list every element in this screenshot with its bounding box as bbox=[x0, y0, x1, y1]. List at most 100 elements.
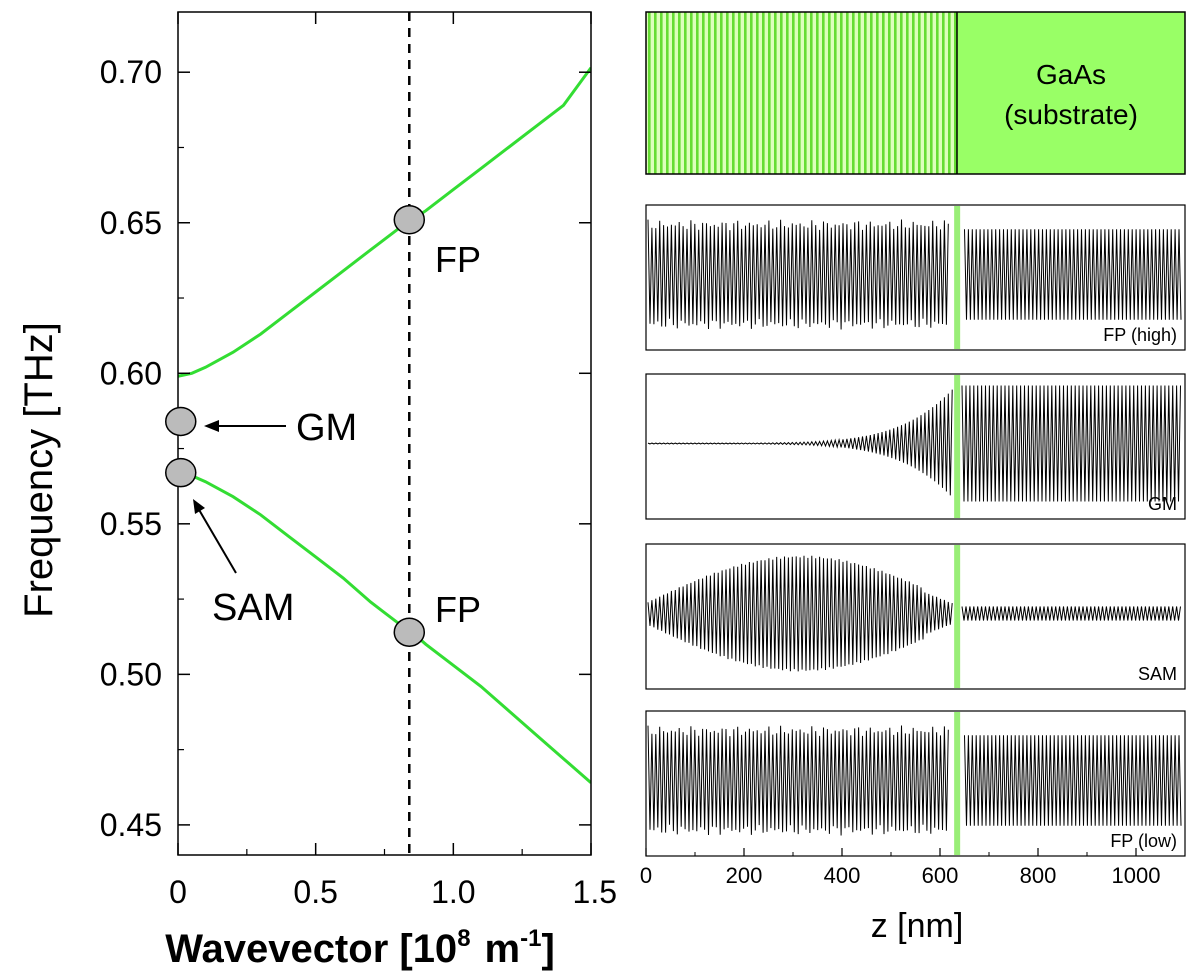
superlattice-layer bbox=[762, 12, 765, 174]
superlattice-layer bbox=[924, 12, 927, 174]
superlattice-layer bbox=[750, 12, 753, 174]
substrate-region bbox=[957, 12, 1185, 174]
structure-frame bbox=[645, 11, 1186, 175]
superlattice-layer bbox=[870, 12, 873, 174]
interface-marker bbox=[954, 206, 961, 349]
superlattice-layer bbox=[882, 12, 885, 174]
z-axis-label: z [nm] bbox=[871, 907, 964, 945]
mode-profile-substrate bbox=[961, 606, 1181, 621]
superlattice-layer bbox=[792, 12, 795, 174]
mode-profile-substrate bbox=[964, 229, 1182, 320]
superlattice-layer bbox=[858, 12, 861, 174]
gm-arrow-head bbox=[204, 420, 219, 432]
mode-marker-fp_high bbox=[393, 204, 426, 235]
superlattice-layer bbox=[720, 12, 723, 174]
superlattice-layer bbox=[846, 12, 849, 174]
y-tick-label: 0.60 bbox=[100, 355, 162, 391]
superlattice-layer bbox=[672, 12, 675, 174]
superlattice-layer bbox=[834, 12, 837, 174]
superlattice-layer bbox=[864, 12, 867, 174]
superlattice-layer bbox=[936, 12, 939, 174]
substrate-label-line2: (substrate) bbox=[1004, 99, 1138, 130]
superlattice-layer bbox=[840, 12, 843, 174]
mode-profile-superlattice bbox=[647, 389, 953, 496]
superlattice-layer bbox=[786, 12, 789, 174]
superlattice-layer bbox=[768, 12, 771, 174]
substrate-label-line1: GaAs bbox=[1036, 59, 1106, 90]
superlattice-layer bbox=[732, 12, 735, 174]
superlattice-layer bbox=[894, 12, 897, 174]
x-tick-label: 1.5 bbox=[573, 874, 617, 910]
mode-panel-label: FP (high) bbox=[1103, 325, 1177, 345]
z-tick-label: 200 bbox=[726, 863, 763, 888]
mode-profile-superlattice bbox=[647, 555, 953, 672]
superlattice-layer bbox=[888, 12, 891, 174]
dispersion-ticks: 0.45 0.50 0.55 0.60 0.65 0.70 0 0.5 1.0 1.5 bbox=[100, 12, 617, 910]
superlattice-layer bbox=[702, 12, 705, 174]
mode-panel-frame bbox=[645, 543, 1186, 690]
interface-marker bbox=[954, 712, 961, 855]
superlattice-layer bbox=[906, 12, 909, 174]
y-tick-label: 0.65 bbox=[100, 205, 162, 241]
superlattice-layer bbox=[948, 12, 951, 174]
dispersion-x-axis-label: Wavevector [108 m-1] bbox=[165, 925, 555, 971]
dispersion-y-axis-label: Frequency [THz] bbox=[17, 322, 61, 618]
superlattice-layer bbox=[912, 12, 915, 174]
interface-marker bbox=[954, 545, 961, 688]
x-tick-label: 1.0 bbox=[431, 874, 475, 910]
mode-profile-substrate bbox=[961, 385, 1181, 502]
mode-panel-label: GM bbox=[1148, 494, 1177, 514]
dispersion-curve-lower bbox=[178, 471, 591, 784]
dispersion-curve-upper bbox=[178, 66, 591, 378]
sam-arrow bbox=[197, 507, 237, 574]
mode-marker-sam bbox=[165, 457, 197, 488]
superlattice-layer bbox=[804, 12, 807, 174]
annotation-arrows bbox=[193, 420, 286, 574]
superlattice-layer bbox=[822, 12, 825, 174]
label-gm: GM bbox=[296, 407, 357, 449]
mode-profile-substrate bbox=[964, 735, 1182, 826]
superlattice-layer bbox=[690, 12, 693, 174]
superlattice-stripes bbox=[648, 12, 957, 174]
superlattice-layer bbox=[678, 12, 681, 174]
superlattice-layer bbox=[954, 12, 957, 174]
interface-marker bbox=[954, 375, 961, 518]
mode-marker-fp_low bbox=[393, 617, 426, 647]
mode-panel-label: FP (low) bbox=[1110, 831, 1177, 851]
mode-panel-fp_low: FP (low) bbox=[645, 710, 1186, 857]
dispersion-chart: 0.45 0.50 0.55 0.60 0.65 0.70 0 0.5 1.0 1.5 Frequ… bbox=[17, 11, 617, 971]
superlattice-layer bbox=[738, 12, 741, 174]
mode-panel-sam: SAM bbox=[645, 543, 1186, 690]
superlattice-layer bbox=[666, 12, 669, 174]
superlattice-layer bbox=[816, 12, 819, 174]
superlattice-layer bbox=[900, 12, 903, 174]
superlattice-layer bbox=[726, 12, 729, 174]
superlattice-layer bbox=[810, 12, 813, 174]
superlattice-layer bbox=[876, 12, 879, 174]
sam-arrow-head bbox=[193, 499, 205, 514]
superlattice-layer bbox=[660, 12, 663, 174]
superlattice-region bbox=[646, 12, 957, 174]
mode-panel-label: SAM bbox=[1138, 664, 1177, 684]
superlattice-layer bbox=[696, 12, 699, 174]
superlattice-layer bbox=[648, 12, 651, 174]
label-fp-high: FP bbox=[435, 239, 481, 280]
superlattice-layer bbox=[942, 12, 945, 174]
label-sam: SAM bbox=[212, 587, 294, 629]
y-tick-label: 0.50 bbox=[100, 656, 162, 692]
z-tick-label: 1000 bbox=[1112, 863, 1161, 888]
superlattice-layer bbox=[852, 12, 855, 174]
superlattice-layer bbox=[714, 12, 717, 174]
y-tick-label: 0.45 bbox=[100, 807, 162, 843]
y-tick-label: 0.55 bbox=[100, 506, 162, 542]
label-fp-low: FP bbox=[435, 589, 481, 630]
x-tick-label: 0 bbox=[169, 874, 187, 910]
superlattice-layer bbox=[774, 12, 777, 174]
x-tick-label: 0.5 bbox=[293, 874, 337, 910]
superlattice-layer bbox=[780, 12, 783, 174]
mode-marker-gm bbox=[165, 406, 197, 437]
superlattice-layer bbox=[684, 12, 687, 174]
superlattice-layer bbox=[798, 12, 801, 174]
z-tick-label: 600 bbox=[922, 863, 959, 888]
